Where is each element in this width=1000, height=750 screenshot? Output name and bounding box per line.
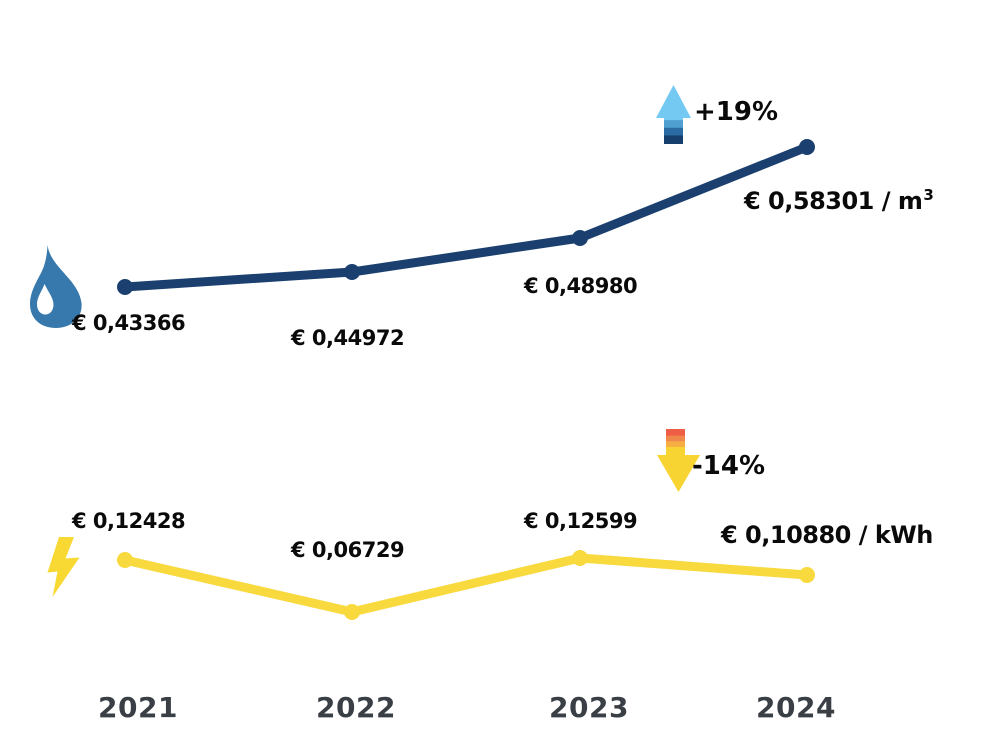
gas-value-2021: € 0,43366 bbox=[72, 311, 186, 335]
electricity-value-2023: € 0,12599 bbox=[524, 509, 638, 533]
arrow-down-icon bbox=[657, 429, 700, 492]
gas-change-percentage: +19% bbox=[694, 97, 779, 127]
gas-value-2024-text: € 0,58301 / m bbox=[744, 187, 923, 215]
gas-value-2023: € 0,48980 bbox=[524, 274, 638, 298]
x-axis-label-2022: 2022 bbox=[316, 691, 396, 724]
gas-point-2024 bbox=[799, 139, 815, 155]
electricity-value-2022: € 0,06729 bbox=[291, 538, 405, 562]
gas-point-2023 bbox=[572, 230, 588, 246]
electricity-change-percentage: -14% bbox=[692, 451, 766, 481]
lightning-icon bbox=[47, 537, 80, 597]
x-axis-label-2024: 2024 bbox=[756, 691, 836, 724]
electricity-point-2022 bbox=[344, 604, 360, 620]
electricity-point-2021 bbox=[117, 552, 133, 568]
flame-icon bbox=[29, 245, 82, 328]
gas-value-2024-with-unit: € 0,58301 / m3 bbox=[744, 186, 934, 215]
gas-point-2021 bbox=[117, 279, 133, 295]
gas-value-2022: € 0,44972 bbox=[291, 326, 405, 350]
electricity-value-2024-with-unit: € 0,10880 / kWh bbox=[721, 521, 933, 549]
x-axis-label-2021: 2021 bbox=[98, 691, 178, 724]
arrow-up-icon bbox=[656, 85, 691, 144]
electricity-point-2024 bbox=[799, 567, 815, 583]
electricity-point-2023 bbox=[572, 550, 588, 566]
electricity-value-2021: € 0,12428 bbox=[72, 509, 186, 533]
x-axis-label-2023: 2023 bbox=[549, 691, 629, 724]
gas-unit-superscript: 3 bbox=[923, 186, 934, 204]
gas-price-line bbox=[117, 139, 815, 295]
electricity-price-line bbox=[117, 550, 815, 620]
gas-data-points bbox=[117, 139, 815, 295]
gas-point-2022 bbox=[344, 264, 360, 280]
electricity-data-points bbox=[117, 550, 815, 620]
